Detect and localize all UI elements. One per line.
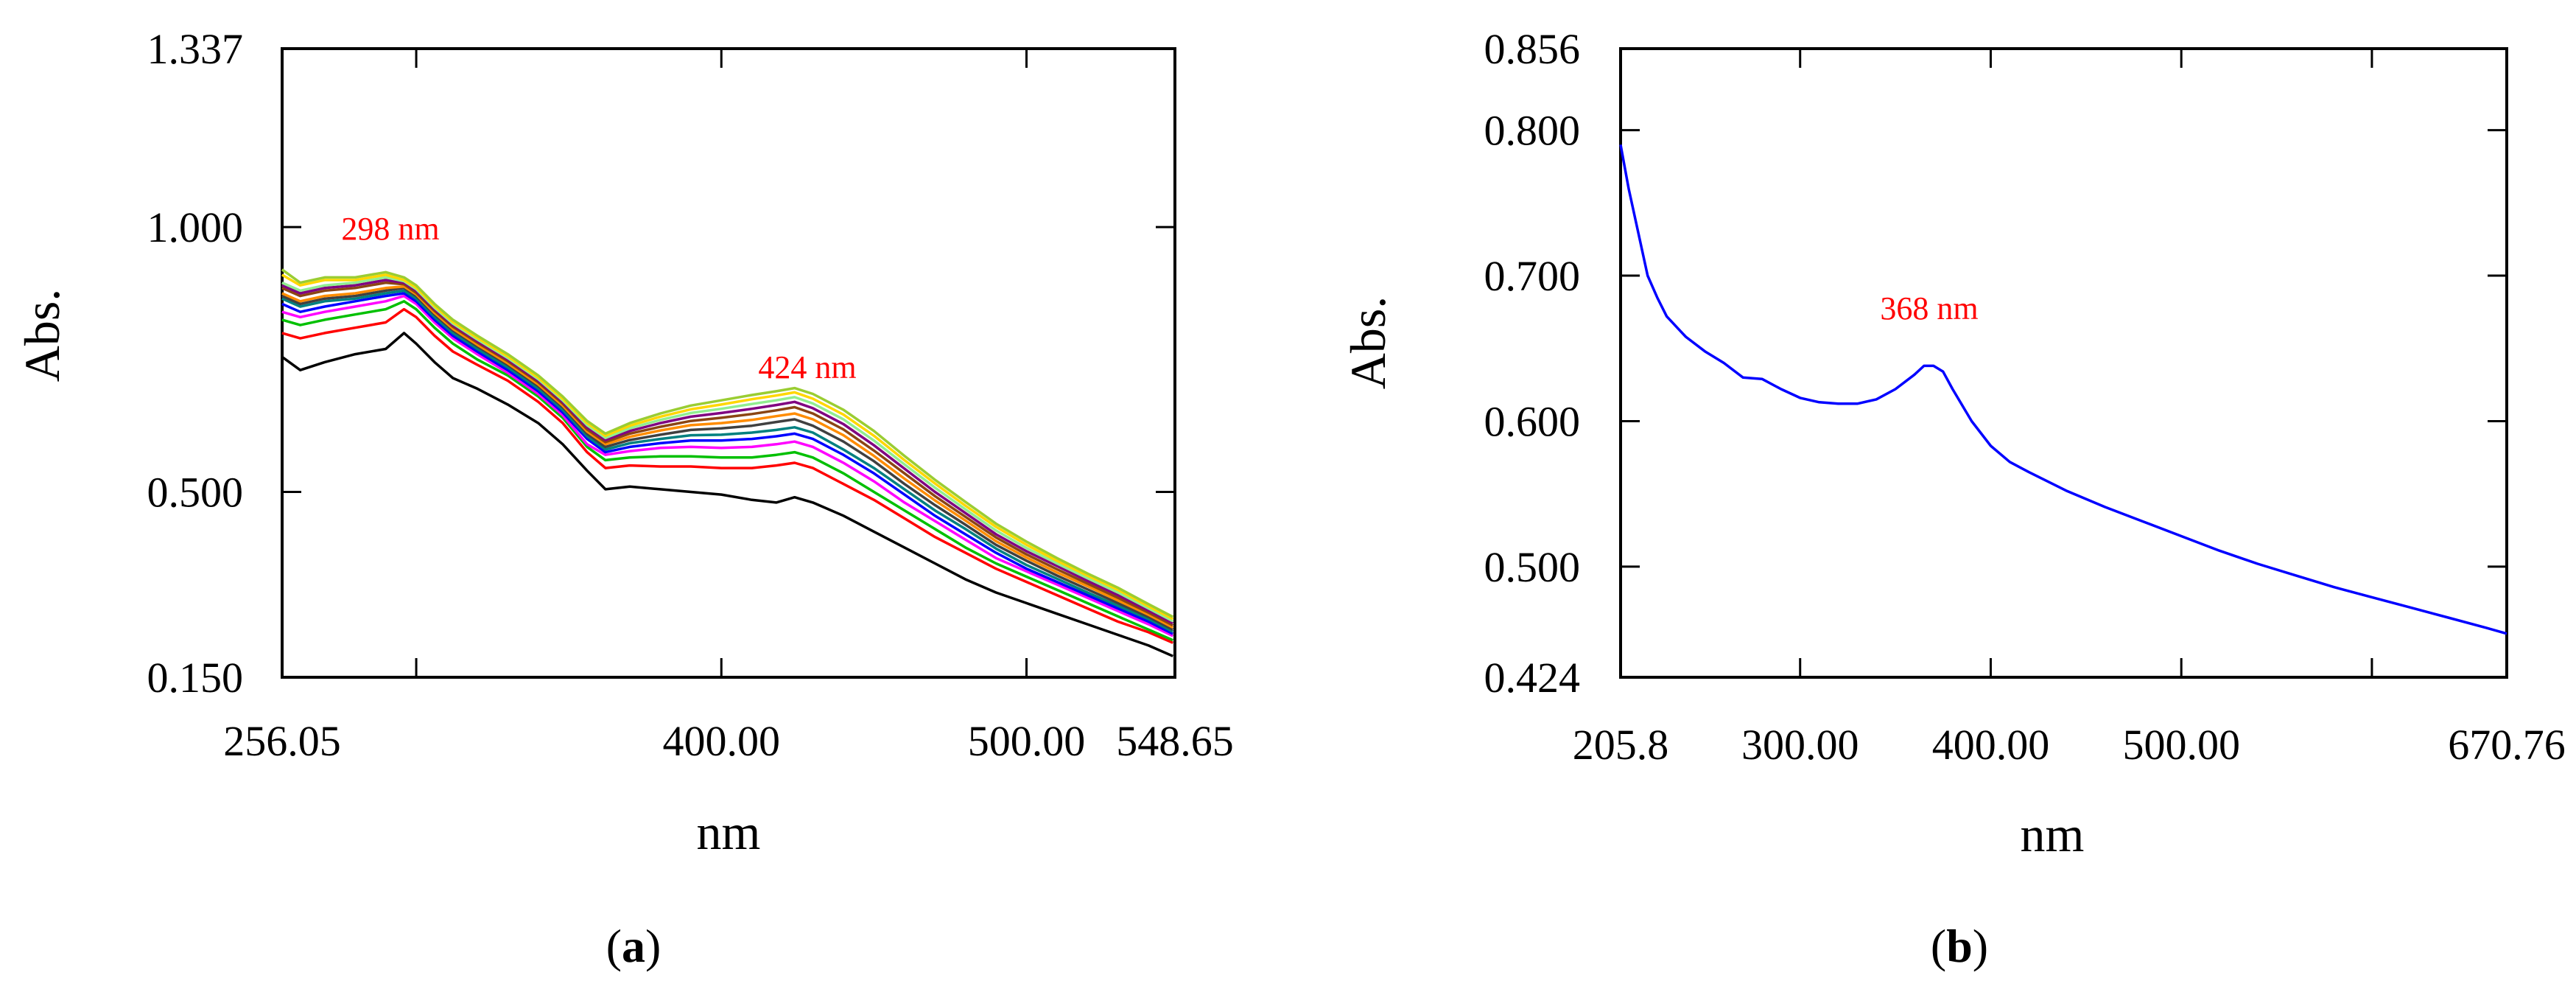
x-axis-label: nm — [2021, 806, 2085, 862]
series-line-spectrum-12 — [281, 273, 1174, 621]
series-line-spectrum-08 — [281, 284, 1174, 629]
series-line-spectrum-13 — [281, 268, 1174, 618]
panel-caption-a: (a) — [606, 920, 661, 972]
panel-caption-b: (b) — [1931, 920, 1988, 972]
x-tick-label: 500.00 — [968, 717, 1086, 765]
y-tick-label: 1.000 — [147, 203, 244, 251]
tick-marks — [282, 49, 1175, 677]
x-tick-label: 400.00 — [1932, 721, 2050, 769]
series-line-spectrum-03 — [281, 300, 1173, 642]
y-axis-label: Abs. — [1340, 296, 1396, 390]
series-lines — [1619, 144, 2507, 635]
annotation-298nm: 298 nm — [341, 211, 439, 247]
panel-b: 205.8 300.00 400.00 500.00 670.76 0.424 0.500 0… — [1340, 25, 2566, 972]
series-line-spectrum-01 — [281, 332, 1173, 657]
y-tick-label: 0.600 — [1484, 397, 1581, 445]
panel-a: 256.05 400.00 500.00 548.65 0.150 0.500 1.000 1… — [14, 25, 1234, 972]
y-tick-label: 0.424 — [1484, 654, 1581, 702]
y-tick-label: 0.700 — [1484, 252, 1581, 300]
x-tick-label: 548.65 — [1116, 717, 1234, 765]
series-line-spectrum-07 — [281, 287, 1174, 631]
x-tick-label: 205.8 — [1573, 721, 1669, 769]
y-tick-label: 0.800 — [1484, 107, 1581, 155]
y-tick-label: 0.500 — [147, 468, 244, 516]
series-line-spectrum — [1619, 144, 2507, 635]
y-axis-label: Abs. — [14, 289, 70, 382]
y-tick-label: 0.500 — [1484, 543, 1581, 591]
tick-labels: 205.8 300.00 400.00 500.00 670.76 0.424 0.500 0… — [1484, 25, 2566, 769]
x-tick-label: 400.00 — [663, 717, 781, 765]
series-line-spectrum-10 — [281, 279, 1174, 625]
annotation-368nm: 368 nm — [1880, 290, 1978, 326]
series-line-spectrum-05 — [281, 292, 1174, 635]
tick-marks — [1621, 49, 2507, 677]
x-tick-label: 256.05 — [223, 717, 341, 765]
y-tick-label: 0.150 — [147, 654, 244, 702]
series-line-spectrum-06 — [281, 289, 1174, 633]
y-tick-label: 1.337 — [147, 25, 244, 73]
plot-frame — [1619, 47, 2508, 679]
x-tick-label: 300.00 — [1741, 721, 1859, 769]
y-tick-label: 0.856 — [1484, 25, 1581, 73]
x-axis-label: nm — [697, 804, 761, 860]
series-line-spectrum-09 — [281, 281, 1174, 627]
x-tick-label: 500.00 — [2122, 721, 2240, 769]
x-tick-label: 670.76 — [2448, 721, 2566, 769]
annotation-424nm: 424 nm — [758, 349, 856, 385]
series-line-spectrum-02 — [281, 307, 1173, 644]
plot-frame — [281, 47, 1176, 679]
series-line-spectrum-04 — [281, 294, 1174, 637]
series-lines — [281, 268, 1174, 657]
tick-labels: 256.05 400.00 500.00 548.65 0.150 0.500 1.000 1… — [147, 25, 1234, 765]
